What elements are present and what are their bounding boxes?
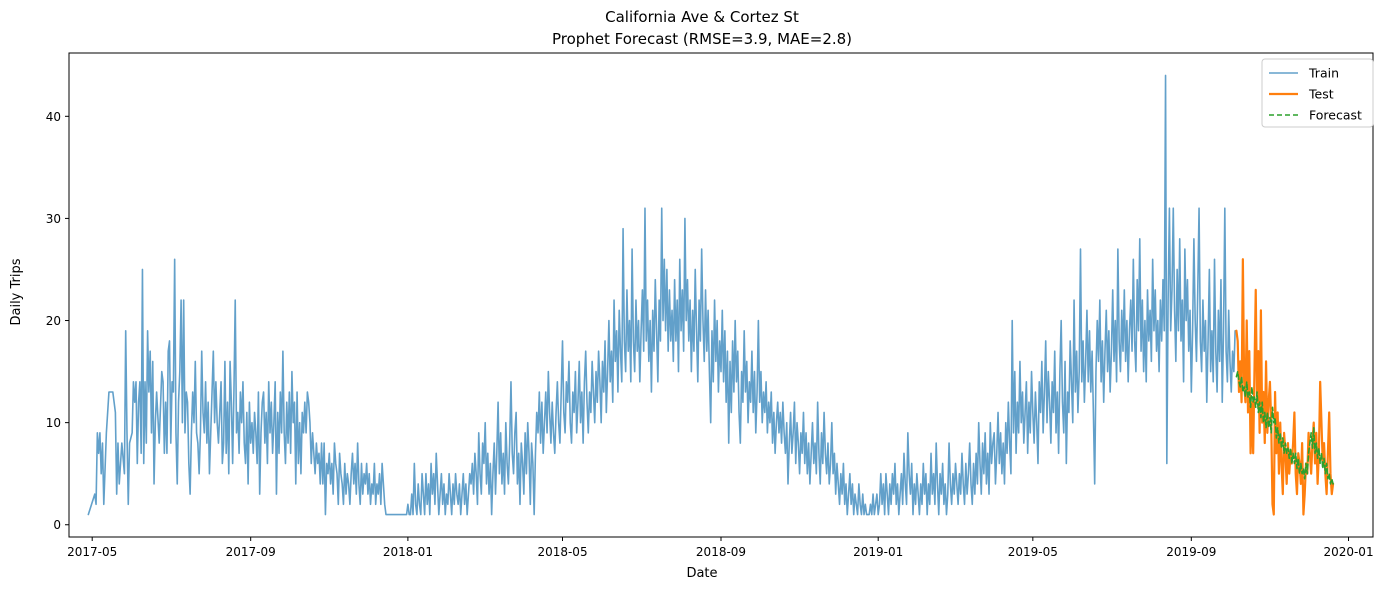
legend-label-train: Train [1308,66,1339,81]
x-axis-label: Date [686,566,717,581]
series-line-forecast [1235,370,1334,485]
legend-label-test: Test [1308,87,1334,102]
chart-subtitle: Prophet Forecast (RMSE=3.9, MAE=2.8) [552,30,852,48]
y-tick-label: 0 [53,518,61,532]
y-tick-label: 40 [46,110,61,124]
x-tick-label: 2019-09 [1166,545,1216,559]
x-tick-label: 2019-01 [853,545,903,559]
x-axis-ticks: 2017-05 2017-09 2018-01 2018-05 2018-09 2019-… [67,537,1374,559]
legend: Train Test Forecast [1261,58,1374,128]
x-tick-label: 2018-01 [383,545,433,559]
x-tick-label: 2017-09 [226,545,276,559]
series-line-test [1235,258,1335,516]
y-tick-label: 20 [46,314,61,328]
x-tick-label: 2019-05 [1008,545,1058,559]
x-tick-label: 2020-01 [1323,545,1373,559]
x-tick-label: 2018-09 [696,545,746,559]
y-axis-ticks: 0 10 20 30 40 [46,110,69,532]
y-tick-label: 30 [46,212,61,226]
series-line-train [87,74,1236,516]
legend-box [1261,58,1374,128]
y-axis-label: Daily Trips [9,258,24,325]
chart-title: California Ave & Cortez St [605,8,799,26]
legend-label-forecast: Forecast [1309,108,1362,123]
y-tick-label: 10 [46,416,61,430]
x-tick-label: 2017-05 [67,545,117,559]
series-layer [87,74,1335,516]
x-tick-label: 2018-05 [537,545,587,559]
plot-frame [68,52,1374,538]
